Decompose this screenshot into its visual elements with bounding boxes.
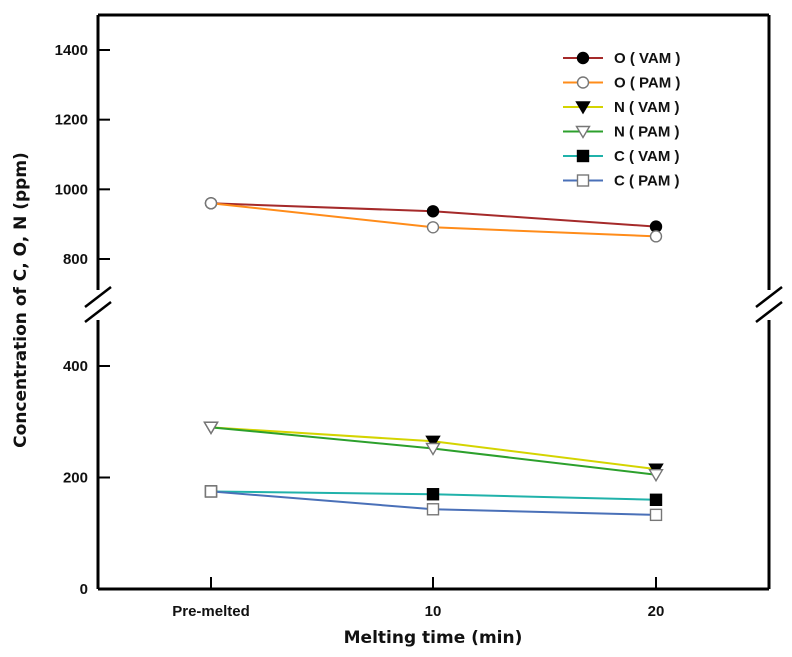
axis-break-mark-left: [84, 301, 112, 323]
legend: O ( VAM ) O ( PAM ) N ( VAM ) N ( PAM ) C ( …: [563, 50, 680, 190]
x-tick-label: 20: [648, 603, 665, 620]
data-point: [204, 485, 218, 498]
legend-marker: [576, 149, 590, 163]
data-point: [648, 469, 664, 483]
legend-marker: [575, 101, 591, 115]
y-tick-label: 200: [63, 470, 88, 487]
legend-label: C ( VAM ): [614, 148, 680, 165]
legend-item: N ( VAM ): [563, 99, 680, 116]
data-point: [649, 230, 663, 243]
y-tick-label: 400: [63, 358, 88, 375]
data-point: [426, 503, 440, 516]
x-tick-label: 10: [425, 603, 442, 620]
legend-marker: [575, 125, 591, 139]
y-tick-label: 800: [63, 251, 88, 268]
data-point: [425, 442, 441, 456]
legend-item: C ( VAM ): [563, 148, 680, 165]
legend-label: C ( PAM ): [614, 173, 680, 190]
y-axis-title: Concentration of C, O, N (ppm): [11, 152, 31, 448]
legend-label: N ( PAM ): [614, 124, 680, 141]
data-point: [649, 493, 663, 506]
data-point: [426, 488, 440, 501]
y-tick-label: 1000: [55, 181, 88, 198]
series-n-pam: [203, 421, 664, 483]
axis-break-mark-right: [755, 301, 783, 323]
series-layer: [203, 197, 664, 522]
legend-item: N ( PAM ): [563, 124, 680, 141]
y-tick-label: 1400: [55, 42, 88, 59]
axis-break-mark-left: [84, 286, 112, 308]
data-point: [425, 435, 441, 449]
legend-item: O ( VAM ): [563, 50, 680, 67]
data-point: [426, 221, 440, 234]
series-o-pam: [204, 197, 663, 243]
legend-label: O ( PAM ): [614, 75, 680, 92]
x-axis-title: Melting time (min): [344, 628, 523, 648]
ticks: 800 1000 1200 1400 0 200 400 Pre-melted 10 20: [55, 42, 665, 620]
axis-break-mark-right: [755, 286, 783, 308]
data-point: [426, 205, 440, 218]
legend-label: O ( VAM ): [614, 50, 680, 67]
series-c-pam: [204, 485, 663, 522]
legend-item: O ( PAM ): [563, 75, 680, 92]
y-tick-label: 0: [80, 581, 88, 598]
legend-label: N ( VAM ): [614, 99, 680, 116]
y-tick-label: 1200: [55, 112, 88, 129]
legend-marker: [576, 76, 590, 89]
data-point: [203, 421, 219, 435]
legend-marker: [576, 174, 590, 187]
legend-item: C ( PAM ): [563, 173, 680, 190]
x-tick-label: Pre-melted: [172, 603, 250, 620]
legend-marker: [576, 51, 590, 65]
data-point: [649, 508, 663, 522]
axes: [84, 13, 783, 591]
data-point: [204, 197, 218, 210]
